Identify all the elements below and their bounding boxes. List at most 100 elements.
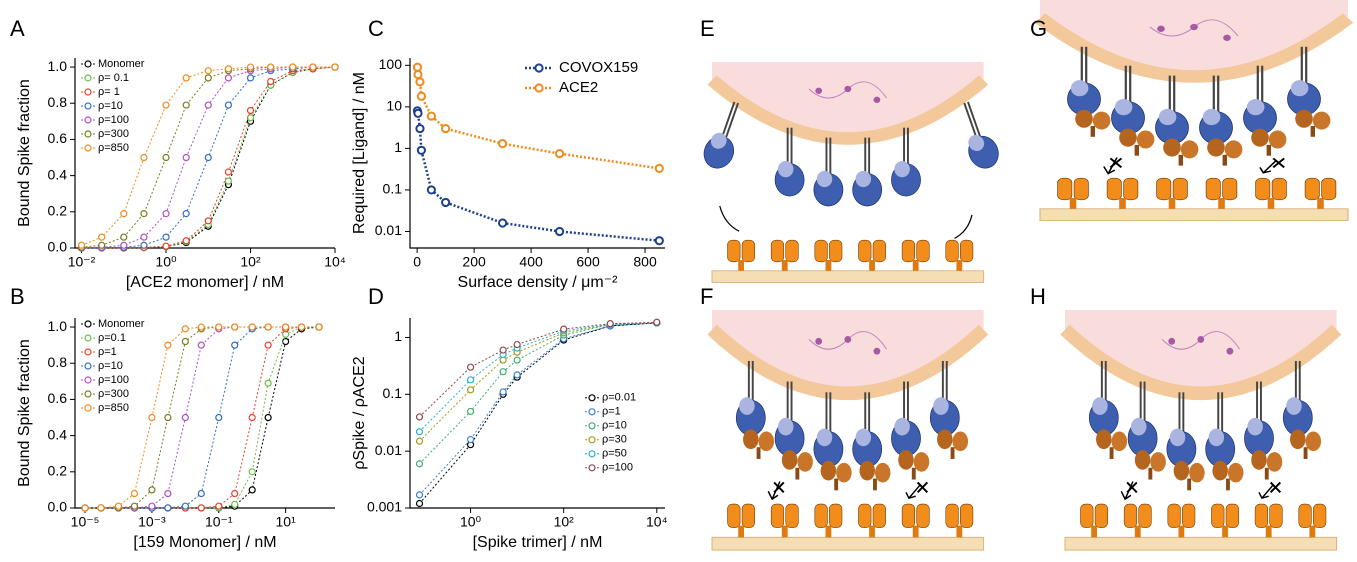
data-point bbox=[560, 325, 568, 333]
legend-marker bbox=[84, 320, 92, 328]
data-point bbox=[182, 74, 190, 82]
data-point bbox=[466, 407, 475, 416]
y-tick-label: 0.4 bbox=[48, 166, 68, 182]
data-point bbox=[499, 388, 507, 396]
chart: 10⁰ 10² 10⁴ 0.001 0.01 0.1 1 [Spike trimer] / n… bbox=[351, 318, 668, 551]
data-point bbox=[215, 502, 223, 510]
x-tick-label: 10² bbox=[554, 514, 575, 530]
x-tick-label: 10⁰ bbox=[155, 254, 177, 270]
x-tick-label: 10¹ bbox=[276, 514, 297, 530]
series-line bbox=[419, 322, 657, 433]
legend-marker bbox=[84, 376, 92, 384]
data-point bbox=[554, 148, 565, 159]
legend-label: ρ=100 bbox=[602, 462, 633, 474]
series-line bbox=[85, 326, 320, 509]
panel-e bbox=[698, 62, 1004, 283]
y-tick-label: 1 bbox=[394, 328, 402, 344]
data-point bbox=[164, 504, 172, 512]
data-point bbox=[416, 145, 426, 155]
legend-label: COVOX159 bbox=[559, 59, 638, 76]
chart: 10⁻⁵ 10⁻³ 10⁻¹ 10¹ 0.0 0.2 0.4 0.6 0.8 1.0 [159 Mo… bbox=[16, 318, 335, 551]
axis-frame bbox=[409, 318, 665, 509]
data-point bbox=[331, 63, 339, 71]
data-point bbox=[248, 413, 256, 422]
legend-label: ρ= 1 bbox=[98, 86, 120, 98]
y-tick-label: 0.2 bbox=[48, 203, 68, 219]
panel-label: H bbox=[1030, 284, 1046, 309]
legend-label: ρ=100 bbox=[98, 374, 129, 386]
legend-label: ρ=1 bbox=[98, 346, 117, 358]
legend-marker bbox=[84, 74, 92, 82]
x-tick-label: 10² bbox=[240, 254, 261, 270]
data-point bbox=[130, 502, 139, 510]
data-point bbox=[248, 323, 256, 331]
data-point bbox=[653, 318, 661, 326]
data-point bbox=[654, 163, 664, 173]
data-point bbox=[497, 218, 508, 228]
legend-marker bbox=[84, 102, 92, 110]
axis-frame bbox=[409, 58, 665, 249]
data-point bbox=[204, 101, 212, 109]
data-point bbox=[77, 241, 86, 249]
data-point bbox=[246, 106, 255, 115]
data-point bbox=[164, 413, 172, 422]
y-tick-label: 0.0 bbox=[48, 499, 68, 515]
data-point bbox=[197, 489, 205, 498]
data-point bbox=[499, 368, 507, 376]
legend-marker bbox=[84, 116, 92, 124]
y-tick-label: 100 bbox=[379, 56, 403, 72]
legend-label: Monomer bbox=[98, 318, 145, 330]
data-point bbox=[415, 491, 424, 499]
legend-marker bbox=[84, 88, 92, 96]
series-line bbox=[85, 326, 320, 509]
x-tick-label: 10⁻³ bbox=[138, 514, 166, 530]
legend-label: ρ=10 bbox=[98, 100, 123, 112]
legend-marker bbox=[84, 404, 92, 412]
data-point bbox=[182, 101, 190, 109]
legend-label: ρ=1 bbox=[602, 406, 621, 418]
data-point bbox=[197, 323, 205, 331]
data-point bbox=[413, 108, 423, 118]
series-line bbox=[419, 322, 657, 504]
legend-label: Monomer bbox=[98, 58, 145, 70]
data-point bbox=[197, 341, 205, 349]
data-point bbox=[415, 77, 425, 87]
data-point bbox=[140, 210, 148, 218]
legend-label: ρ=100 bbox=[98, 114, 129, 126]
x-tick-label: 800 bbox=[633, 254, 657, 270]
data-point bbox=[98, 241, 106, 249]
legend-label: ρ=10 bbox=[602, 420, 627, 432]
y-axis-label: Bound Spike fraction bbox=[16, 79, 33, 227]
data-point bbox=[416, 91, 426, 101]
data-point bbox=[264, 379, 272, 387]
y-axis-label: Bound Spike fraction bbox=[16, 339, 33, 487]
series-line bbox=[416, 110, 660, 242]
legend-label: ρ=50 bbox=[602, 448, 627, 460]
y-tick-label: 1.0 bbox=[48, 58, 68, 74]
x-tick-label: 10⁴ bbox=[646, 514, 668, 530]
legend-marker bbox=[588, 464, 596, 472]
data-point bbox=[120, 233, 128, 241]
data-point bbox=[415, 460, 424, 468]
data-point bbox=[81, 504, 89, 512]
x-tick-label: 0 bbox=[413, 254, 421, 270]
legend-marker bbox=[84, 60, 92, 68]
data-point bbox=[204, 67, 212, 75]
data-point bbox=[264, 323, 272, 331]
data-point bbox=[513, 340, 521, 349]
series-line bbox=[85, 326, 320, 509]
y-tick-label: 1 bbox=[394, 139, 402, 155]
legend-label: ACE2 bbox=[559, 79, 598, 96]
data-point bbox=[148, 502, 156, 510]
data-point bbox=[197, 504, 205, 512]
data-point bbox=[120, 210, 128, 218]
data-point bbox=[415, 499, 424, 508]
y-tick-label: 0.1 bbox=[383, 181, 403, 197]
x-axis-label: [Spike trimer] / nM bbox=[473, 534, 603, 551]
data-point bbox=[289, 63, 297, 71]
y-tick-label: 0.8 bbox=[48, 354, 68, 370]
legend-marker bbox=[84, 334, 92, 342]
x-axis-label: Surface density / μm⁻² bbox=[458, 274, 619, 291]
data-point bbox=[282, 323, 290, 331]
y-tick-label: 0.01 bbox=[375, 442, 402, 458]
